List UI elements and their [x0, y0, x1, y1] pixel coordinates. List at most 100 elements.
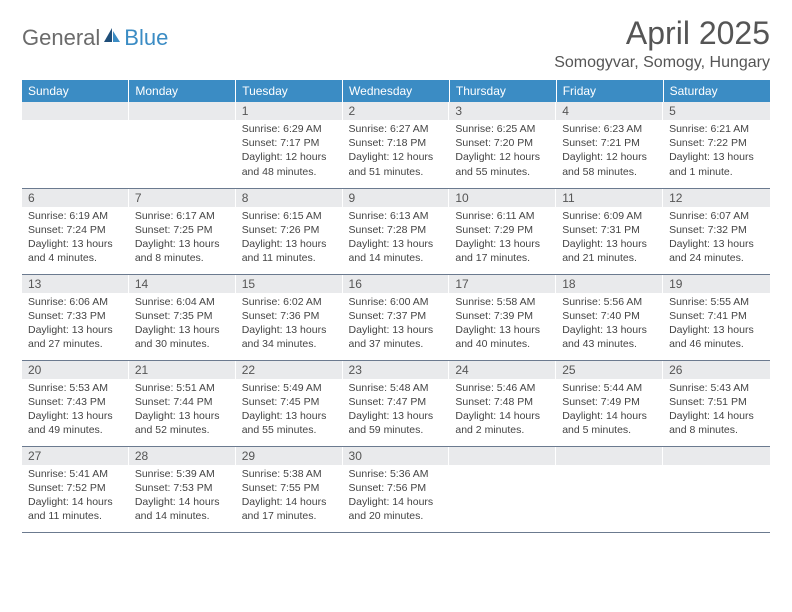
day-details: Sunrise: 5:44 AMSunset: 7:49 PMDaylight:… [556, 379, 663, 442]
weekday-header: Monday [129, 80, 236, 102]
sunrise-text: Sunrise: 5:49 AM [242, 381, 337, 395]
sunrise-text: Sunrise: 6:17 AM [135, 209, 230, 223]
day-number: 29 [236, 447, 343, 465]
day-number: 26 [663, 361, 770, 379]
brand-general: General [22, 25, 100, 51]
day-number [22, 102, 129, 120]
day-number: 9 [343, 189, 450, 207]
daylight-text: Daylight: 13 hours and 55 minutes. [242, 409, 337, 437]
calendar-cell: 7Sunrise: 6:17 AMSunset: 7:25 PMDaylight… [129, 188, 236, 274]
calendar-cell: 10Sunrise: 6:11 AMSunset: 7:29 PMDayligh… [449, 188, 556, 274]
sunrise-text: Sunrise: 5:38 AM [242, 467, 337, 481]
brand-blue: Blue [124, 25, 168, 51]
calendar-week: 13Sunrise: 6:06 AMSunset: 7:33 PMDayligh… [22, 274, 770, 360]
daylight-text: Daylight: 14 hours and 20 minutes. [349, 495, 444, 523]
daylight-text: Daylight: 13 hours and 24 minutes. [669, 237, 764, 265]
weekday-header: Friday [556, 80, 663, 102]
sunset-text: Sunset: 7:26 PM [242, 223, 337, 237]
daylight-text: Daylight: 13 hours and 46 minutes. [669, 323, 764, 351]
calendar-cell: 13Sunrise: 6:06 AMSunset: 7:33 PMDayligh… [22, 274, 129, 360]
day-number: 10 [449, 189, 556, 207]
weekday-header: Thursday [449, 80, 556, 102]
daylight-text: Daylight: 13 hours and 49 minutes. [28, 409, 123, 437]
day-details: Sunrise: 5:43 AMSunset: 7:51 PMDaylight:… [663, 379, 770, 442]
weekday-header: Wednesday [343, 80, 450, 102]
day-number: 3 [449, 102, 556, 120]
sunrise-text: Sunrise: 6:25 AM [455, 122, 550, 136]
sunrise-text: Sunrise: 6:13 AM [349, 209, 444, 223]
day-number: 15 [236, 275, 343, 293]
calendar-body: 1Sunrise: 6:29 AMSunset: 7:17 PMDaylight… [22, 102, 770, 532]
daylight-text: Daylight: 13 hours and 43 minutes. [562, 323, 657, 351]
sunset-text: Sunset: 7:40 PM [562, 309, 657, 323]
sunset-text: Sunset: 7:31 PM [562, 223, 657, 237]
day-details: Sunrise: 5:39 AMSunset: 7:53 PMDaylight:… [129, 465, 236, 528]
day-number: 6 [22, 189, 129, 207]
sunrise-text: Sunrise: 6:09 AM [562, 209, 657, 223]
day-number: 12 [663, 189, 770, 207]
sunrise-text: Sunrise: 5:48 AM [349, 381, 444, 395]
sunset-text: Sunset: 7:51 PM [669, 395, 764, 409]
calendar-header-row: SundayMondayTuesdayWednesdayThursdayFrid… [22, 80, 770, 102]
daylight-text: Daylight: 12 hours and 58 minutes. [562, 150, 657, 178]
calendar-cell: 17Sunrise: 5:58 AMSunset: 7:39 PMDayligh… [449, 274, 556, 360]
day-number: 11 [556, 189, 663, 207]
location: Somogyvar, Somogy, Hungary [554, 54, 770, 72]
day-details: Sunrise: 6:17 AMSunset: 7:25 PMDaylight:… [129, 207, 236, 270]
sunrise-text: Sunrise: 6:21 AM [669, 122, 764, 136]
sunset-text: Sunset: 7:32 PM [669, 223, 764, 237]
day-details: Sunrise: 5:41 AMSunset: 7:52 PMDaylight:… [22, 465, 129, 528]
sunrise-text: Sunrise: 6:29 AM [242, 122, 337, 136]
sunrise-text: Sunrise: 5:39 AM [135, 467, 230, 481]
day-number: 4 [556, 102, 663, 120]
sunset-text: Sunset: 7:52 PM [28, 481, 123, 495]
day-details: Sunrise: 6:07 AMSunset: 7:32 PMDaylight:… [663, 207, 770, 270]
day-number [556, 447, 663, 465]
sunset-text: Sunset: 7:53 PM [135, 481, 230, 495]
day-number: 14 [129, 275, 236, 293]
calendar-cell: 4Sunrise: 6:23 AMSunset: 7:21 PMDaylight… [556, 102, 663, 188]
sunset-text: Sunset: 7:47 PM [349, 395, 444, 409]
day-details: Sunrise: 6:09 AMSunset: 7:31 PMDaylight:… [556, 207, 663, 270]
day-number: 2 [343, 102, 450, 120]
daylight-text: Daylight: 13 hours and 30 minutes. [135, 323, 230, 351]
day-number [663, 447, 770, 465]
day-number: 8 [236, 189, 343, 207]
day-number [449, 447, 556, 465]
daylight-text: Daylight: 13 hours and 59 minutes. [349, 409, 444, 437]
day-number: 24 [449, 361, 556, 379]
sunset-text: Sunset: 7:48 PM [455, 395, 550, 409]
sunrise-text: Sunrise: 6:02 AM [242, 295, 337, 309]
daylight-text: Daylight: 13 hours and 52 minutes. [135, 409, 230, 437]
calendar-cell: 16Sunrise: 6:00 AMSunset: 7:37 PMDayligh… [343, 274, 450, 360]
calendar-week: 20Sunrise: 5:53 AMSunset: 7:43 PMDayligh… [22, 360, 770, 446]
day-number: 18 [556, 275, 663, 293]
title-block: April 2025 Somogyvar, Somogy, Hungary [554, 15, 770, 72]
day-number: 1 [236, 102, 343, 120]
sunrise-text: Sunrise: 5:44 AM [562, 381, 657, 395]
day-details: Sunrise: 5:53 AMSunset: 7:43 PMDaylight:… [22, 379, 129, 442]
day-details: Sunrise: 5:38 AMSunset: 7:55 PMDaylight:… [236, 465, 343, 528]
calendar-week: 27Sunrise: 5:41 AMSunset: 7:52 PMDayligh… [22, 446, 770, 532]
sunset-text: Sunset: 7:37 PM [349, 309, 444, 323]
sunrise-text: Sunrise: 5:43 AM [669, 381, 764, 395]
header: General Blue April 2025 Somogyvar, Somog… [22, 15, 770, 72]
calendar-cell: 21Sunrise: 5:51 AMSunset: 7:44 PMDayligh… [129, 360, 236, 446]
calendar-cell: 18Sunrise: 5:56 AMSunset: 7:40 PMDayligh… [556, 274, 663, 360]
sunset-text: Sunset: 7:49 PM [562, 395, 657, 409]
sunrise-text: Sunrise: 5:51 AM [135, 381, 230, 395]
sunset-text: Sunset: 7:28 PM [349, 223, 444, 237]
sunrise-text: Sunrise: 6:23 AM [562, 122, 657, 136]
sunset-text: Sunset: 7:18 PM [349, 136, 444, 150]
daylight-text: Daylight: 13 hours and 40 minutes. [455, 323, 550, 351]
sunrise-text: Sunrise: 6:15 AM [242, 209, 337, 223]
day-number: 30 [343, 447, 450, 465]
day-number: 7 [129, 189, 236, 207]
sunrise-text: Sunrise: 6:07 AM [669, 209, 764, 223]
sunrise-text: Sunrise: 6:06 AM [28, 295, 123, 309]
calendar-cell: 3Sunrise: 6:25 AMSunset: 7:20 PMDaylight… [449, 102, 556, 188]
calendar-cell: 25Sunrise: 5:44 AMSunset: 7:49 PMDayligh… [556, 360, 663, 446]
calendar-cell [556, 446, 663, 532]
day-number: 16 [343, 275, 450, 293]
sunset-text: Sunset: 7:20 PM [455, 136, 550, 150]
